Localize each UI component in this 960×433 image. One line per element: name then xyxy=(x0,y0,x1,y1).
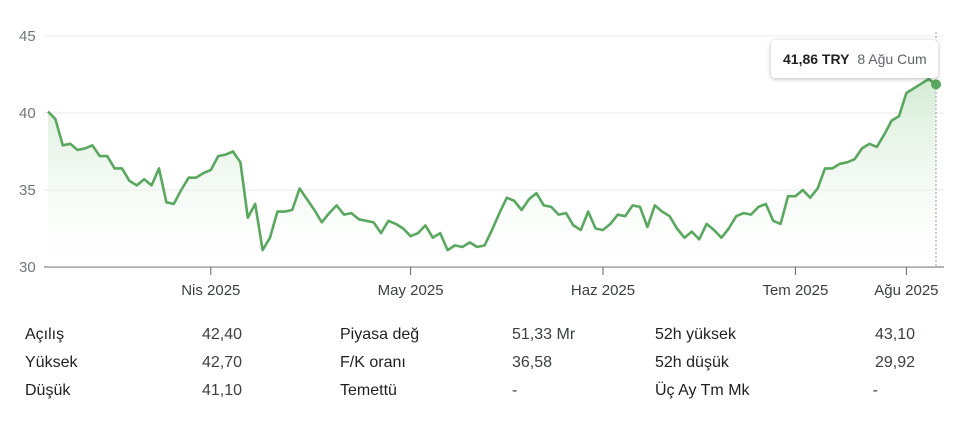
stat-label-low: Düşük xyxy=(25,382,71,399)
stat-label-3m-avg-vol: Üç Ay Tm Mk xyxy=(655,382,750,399)
tooltip-date: 8 Ağu Cum xyxy=(857,51,927,67)
price-area xyxy=(48,79,936,267)
x-tick-label: May 2025 xyxy=(378,282,444,299)
stat-label-market-cap: Piyasa değ xyxy=(340,326,420,343)
stats-row: Açılış 42,40 Piyasa değ 51,33 Mr 52h yük… xyxy=(0,326,960,352)
y-axis: 30 35 40 45 xyxy=(19,28,36,276)
x-tick-label: Haz 2025 xyxy=(571,282,635,299)
stat-value-low: 41,10 xyxy=(201,382,242,399)
stat-value-3m-avg-vol: - xyxy=(872,382,878,399)
stat-label-high: Yüksek xyxy=(25,354,78,371)
stat-value-high: 42,70 xyxy=(201,354,242,371)
stats-row: Yüksek 42,70 F/K oranı 36,58 52h düşük 2… xyxy=(0,354,960,380)
stat-label-open: Açılış xyxy=(25,326,65,343)
x-tick-label: Tem 2025 xyxy=(762,282,828,299)
stat-value-52w-low: 29,92 xyxy=(874,354,915,371)
stat-value-pe-ratio: 36,58 xyxy=(512,354,553,371)
hover-point xyxy=(931,79,941,90)
y-tick-label: 35 xyxy=(19,182,36,199)
stat-value-dividend: - xyxy=(512,382,518,399)
price-chart[interactable]: 30 35 40 45 Nis 2025 May 2025 Haz 2025 Tem 202… xyxy=(0,0,960,310)
y-tick-label: 45 xyxy=(19,28,36,45)
stat-label-pe-ratio: F/K oranı xyxy=(340,354,406,371)
y-tick-label: 30 xyxy=(19,259,36,276)
price-tooltip: 41,86 TRY 8 Ağu Cum xyxy=(771,40,938,78)
price-line xyxy=(47,77,937,252)
stats-row: Düşük 41,10 Temettü - Üç Ay Tm Mk - xyxy=(0,382,960,408)
x-tick-label: Ağu 2025 xyxy=(874,282,938,299)
y-tick-label: 40 xyxy=(19,105,36,122)
stat-label-dividend: Temettü xyxy=(340,382,397,399)
stat-value-52w-high: 43,10 xyxy=(874,326,915,343)
stat-label-52w-high: 52h yüksek xyxy=(655,326,736,343)
x-tick-label: Nis 2025 xyxy=(181,282,240,299)
stat-value-market-cap: 51,33 Mr xyxy=(512,326,576,343)
stat-value-open: 42,40 xyxy=(201,326,242,343)
stat-label-52w-low: 52h düşük xyxy=(655,354,729,371)
x-axis: Nis 2025 May 2025 Haz 2025 Tem 2025 Ağu 2025 xyxy=(181,267,939,299)
tooltip-price: 41,86 TRY xyxy=(783,51,850,67)
